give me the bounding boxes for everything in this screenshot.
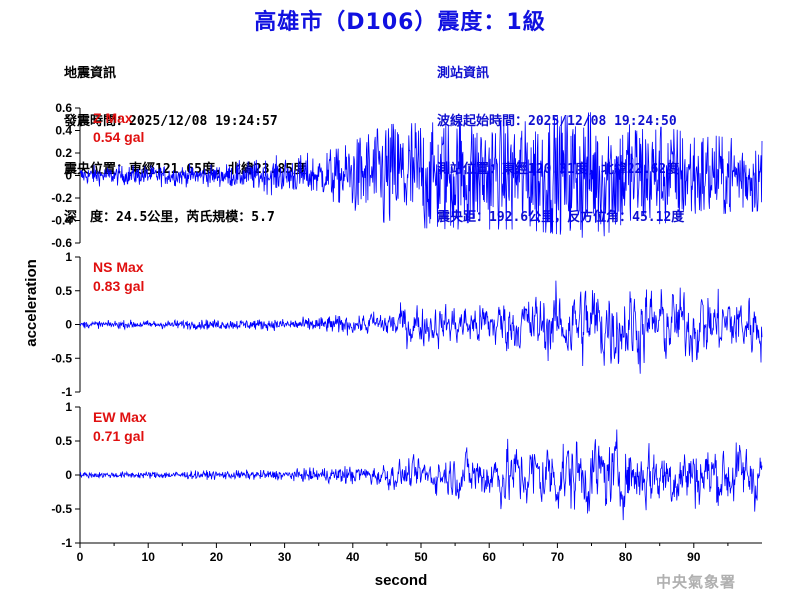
- x-tick-label: 20: [210, 550, 224, 564]
- max-value-ew: 0.71 gal: [93, 428, 144, 444]
- quake-info-block: 地震資訊 發震時間：2025/12/08 19:24:57 震央位置：東經121…: [64, 34, 306, 242]
- x-tick-label: 40: [346, 550, 360, 564]
- y-tick-label: 0.6: [55, 101, 72, 115]
- y-tick-label: 0.4: [55, 124, 72, 138]
- y-tick-label: 0.2: [55, 146, 72, 160]
- x-tick-label: 80: [619, 550, 633, 564]
- y-tick-label: 1: [65, 400, 72, 414]
- quake-depth-magnitude: 深 度：24.5公里，芮氏規模：5.7: [64, 210, 275, 225]
- x-axis-label: second: [375, 572, 428, 589]
- x-tick-label: 30: [278, 550, 292, 564]
- max-value-z: 0.54 gal: [93, 129, 144, 145]
- x-tick-label: 10: [142, 550, 156, 564]
- y-tick-label: 0.5: [55, 434, 72, 448]
- y-tick-label: -0.2: [51, 191, 72, 205]
- y-tick-label: -1: [61, 536, 72, 550]
- y-tick-label: -0.4: [51, 214, 72, 228]
- agency-watermark: 中央氣象署: [656, 573, 737, 591]
- waveform-trace-z: [79, 112, 763, 238]
- page-title: 高雄市（D106）震度：1級: [254, 10, 546, 35]
- x-tick-label: 0: [77, 550, 84, 564]
- x-tick-label: 60: [483, 550, 497, 564]
- y-axis-label: acceleration: [23, 259, 40, 347]
- max-label-ns: NS Max: [93, 259, 144, 275]
- y-tick-label: -0.6: [51, 236, 72, 250]
- y-tick-label: 0: [65, 468, 72, 482]
- y-tick-label: 0.5: [55, 284, 72, 298]
- y-tick-label: 0: [65, 318, 72, 332]
- y-tick-label: 1: [65, 250, 72, 264]
- max-label-ew: EW Max: [93, 409, 147, 425]
- quake-info-heading: 地震資訊: [64, 66, 117, 81]
- waveform-trace-ns: [79, 280, 763, 374]
- y-tick-label: 0: [65, 169, 72, 183]
- max-label-z: Z Max: [93, 110, 133, 126]
- x-tick-label: 70: [551, 550, 565, 564]
- x-tick-label: 90: [687, 550, 701, 564]
- quake-origin-time: 發震時間：2025/12/08 19:24:57: [64, 114, 278, 129]
- waveform-trace-ew: [79, 429, 763, 521]
- y-tick-label: -0.5: [51, 351, 72, 365]
- station-info-heading: 測站資訊: [437, 66, 490, 81]
- y-tick-label: -1: [61, 385, 72, 399]
- x-tick-label: 50: [414, 550, 428, 564]
- max-value-ns: 0.83 gal: [93, 278, 144, 294]
- y-tick-label: -0.5: [51, 502, 72, 516]
